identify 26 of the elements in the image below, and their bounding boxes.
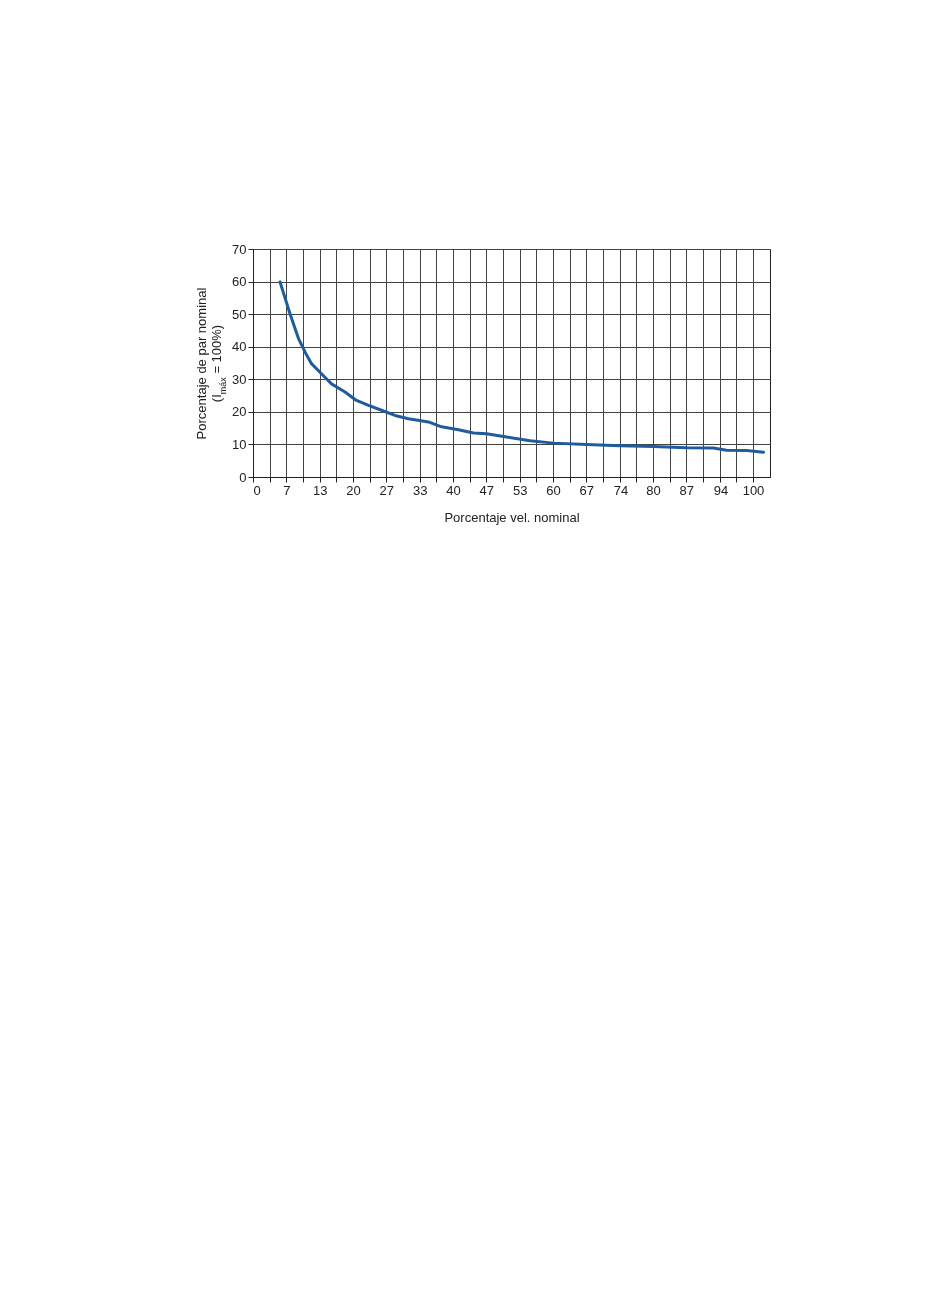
y-tick-label: 0 (239, 469, 247, 485)
x-tick-label: 20 (346, 482, 361, 498)
y-tick-label: 20 (232, 404, 247, 420)
x-tick-label: 13 (312, 482, 328, 498)
x-tick-label: 87 (679, 482, 695, 498)
x-tick-label: 100 (742, 482, 765, 498)
x-tick-label: 7 (283, 482, 291, 498)
x-tick-label: 53 (512, 482, 528, 498)
x-tick-label: 33 (412, 482, 428, 498)
x-tick-label: 60 (546, 482, 561, 498)
x-tick-label: 74 (613, 482, 629, 498)
line-series (278, 280, 765, 454)
y-tick-label: 60 (232, 274, 247, 290)
x-tick-label: 67 (579, 482, 595, 498)
y-tick-label: 70 (232, 241, 247, 257)
y-tick-label: 50 (232, 306, 247, 322)
x-tick-label: 94 (713, 482, 729, 498)
x-tick-label: 0 (253, 482, 261, 498)
x-tick-label: 47 (479, 482, 495, 498)
y-tick-label: 10 (232, 436, 247, 452)
x-tick-label: 40 (446, 482, 461, 498)
x-tick-label: 80 (646, 482, 661, 498)
x-axis-title: Porcentaje vel. nominal (444, 509, 580, 525)
y-tick-label: 40 (232, 339, 247, 355)
y-tick-label: 30 (232, 371, 247, 387)
x-tick-label: 27 (379, 482, 395, 498)
